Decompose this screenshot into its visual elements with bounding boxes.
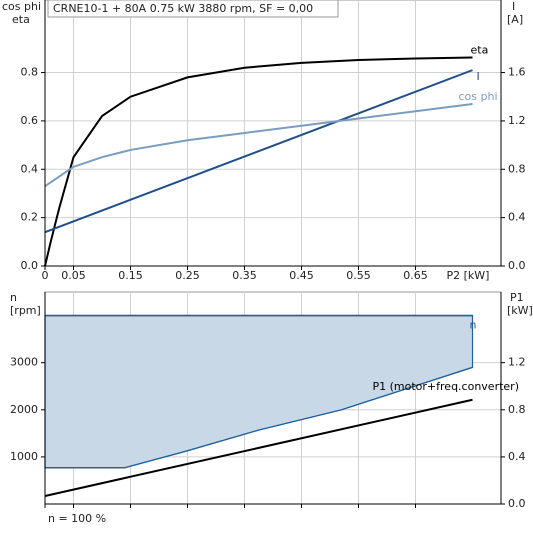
- lower-line: [45, 366, 473, 469]
- y2-axis-label: I: [512, 0, 515, 13]
- y2-axis-label: [kW]: [507, 304, 533, 317]
- y-tick-label: 0.2: [21, 211, 39, 224]
- y2-axis-label: P1: [510, 291, 524, 304]
- y-tick-label: 0.4: [21, 162, 39, 175]
- x-tick-label: 0.35: [232, 269, 257, 282]
- y2-tick-label: 0.4: [508, 450, 526, 463]
- series-label: eta: [471, 44, 489, 57]
- y2-tick-label: 1.2: [508, 356, 526, 369]
- y-tick-label: 1000: [10, 450, 38, 463]
- y2-tick-label: 0.4: [508, 211, 526, 224]
- x-tick-label: 0: [42, 269, 49, 282]
- y-axis-label: eta: [12, 13, 30, 26]
- x-tick-label: 0.15: [118, 269, 143, 282]
- y-axis-label: [rpm]: [10, 304, 41, 317]
- note: n = 100 %: [48, 512, 106, 525]
- x-tick-label: 0.65: [403, 269, 428, 282]
- y-tick-label: 3000: [10, 356, 38, 369]
- series-label: cos phi: [459, 90, 498, 103]
- series-label: n: [470, 319, 477, 332]
- x-axis-label: P2 [kW]: [447, 269, 490, 282]
- y-tick-label: 2000: [10, 403, 38, 416]
- y-tick-label: 0.6: [21, 114, 39, 127]
- y2-tick-label: 1.2: [508, 114, 526, 127]
- y2-tick-label: 0.0: [508, 497, 526, 510]
- series-line: [44, 69, 473, 234]
- y2-tick-label: 1.6: [508, 66, 526, 79]
- y-axis-label: n: [10, 291, 17, 304]
- x-tick-label: 0.25: [175, 269, 200, 282]
- chart-title: CRNE10-1 + 80A 0.75 kW 3880 rpm, SF = 0,…: [53, 2, 313, 15]
- series-line: [44, 56, 473, 267]
- y-tick-label: 0.8: [21, 66, 39, 79]
- y2-axis-label: [A]: [507, 13, 523, 26]
- y-axis-label: cos phi: [2, 0, 41, 13]
- x-tick-label: 0.05: [61, 269, 86, 282]
- series-label: P1 (motor+freq.converter): [373, 380, 520, 393]
- series-label: I: [477, 70, 480, 83]
- y-tick-label: 0.0: [21, 259, 39, 272]
- plot-frame: [44, 0, 502, 267]
- series-line: [44, 398, 473, 497]
- x-tick-label: 0.45: [289, 269, 314, 282]
- x-tick-label: 0.55: [346, 269, 371, 282]
- y2-tick-label: 0.8: [508, 162, 526, 175]
- series-line: [44, 102, 473, 188]
- y2-tick-label: 0.0: [508, 259, 526, 272]
- title-box: [47, 0, 339, 18]
- y2-tick-label: 0.8: [508, 403, 526, 416]
